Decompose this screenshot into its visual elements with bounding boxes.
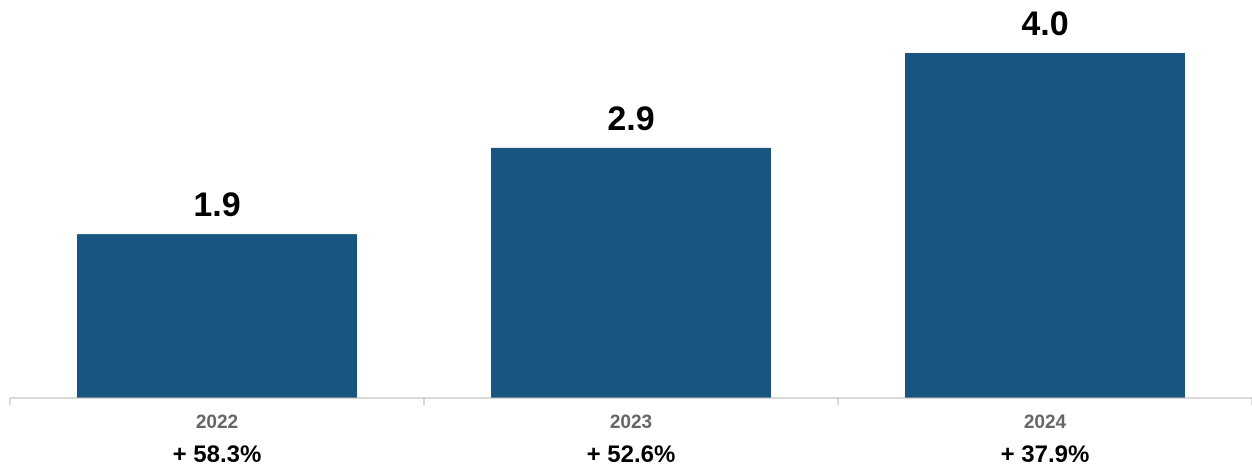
growth-label: + 58.3% — [173, 441, 262, 468]
value-label: 2.9 — [607, 100, 654, 138]
bar-2022 — [77, 234, 357, 398]
growth-label: + 52.6% — [587, 441, 676, 468]
x-tick-label: 2023 — [610, 412, 652, 433]
bar-2023 — [491, 147, 771, 398]
x-tick-label: 2022 — [196, 412, 238, 433]
value-label: 1.9 — [193, 186, 240, 224]
bars-group — [77, 53, 1185, 398]
labels-group: 1.9 2022 + 58.3% 2.9 2023 + 52.6% 4.0 2024 + 37.… — [173, 5, 1090, 468]
growth-label: + 37.9% — [1001, 441, 1090, 468]
bar-2024 — [905, 53, 1185, 398]
x-axis — [9, 397, 1252, 405]
value-label: 4.0 — [1021, 5, 1068, 43]
x-tick-label: 2024 — [1024, 412, 1067, 433]
